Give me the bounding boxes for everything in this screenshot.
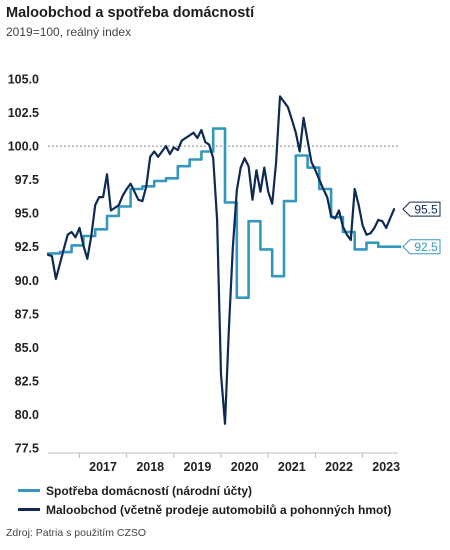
legend-label-consumption: Spotřeba domácností (národní účty) <box>46 483 253 498</box>
end-label-retail-box <box>402 201 441 217</box>
legend: Spotřeba domácností (národní účty) Maloo… <box>18 481 391 519</box>
y-tick-label: 102.5 <box>8 106 39 120</box>
end-label-consumption: 92.5 <box>414 240 438 254</box>
legend-item-consumption: Spotřeba domácností (národní účty) <box>18 481 391 500</box>
series-line-consumption <box>46 127 402 299</box>
legend-swatch-consumption <box>18 489 40 492</box>
legend-item-retail: Maloobchod (včetně prodeje automobilů a … <box>18 500 391 519</box>
x-tick-label: 2022 <box>325 460 353 474</box>
y-tick-label: 92.5 <box>15 240 39 254</box>
x-tick-label: 2018 <box>136 460 164 474</box>
x-tick-label: 2023 <box>372 460 400 474</box>
legend-swatch-retail <box>18 508 40 511</box>
y-tick-label: 82.5 <box>15 374 39 388</box>
y-tick-label: 77.5 <box>15 442 39 456</box>
x-tick-label: 2020 <box>231 460 259 474</box>
source-note: Zdroj: Patria s použitím CZSO <box>6 527 147 539</box>
series-line-retail <box>46 95 396 425</box>
y-tick-label: 85.0 <box>15 341 39 355</box>
line-chart: 105.0 102.5 100.0 97.5 95.0 92.5 90.0 87.5 85.0 8… <box>8 73 441 474</box>
end-label-retail: 95.5 <box>414 203 438 217</box>
x-tick-label: 2019 <box>184 460 212 474</box>
legend-label-retail: Maloobchod (včetně prodeje automobilů a … <box>46 502 392 517</box>
y-tick-label: 95.0 <box>15 207 39 221</box>
chart-title: Maloobchod a spotřeba domácností <box>6 5 255 21</box>
y-tick-label: 100.0 <box>8 140 39 154</box>
y-tick-label: 90.0 <box>15 274 39 288</box>
y-tick-label: 80.0 <box>15 408 39 422</box>
chart-subtitle: 2019=100, reálný index <box>6 25 132 39</box>
x-tick-label: 2017 <box>89 460 117 474</box>
x-tick-label: 2021 <box>278 460 306 474</box>
y-tick-label: 97.5 <box>15 173 39 187</box>
end-label-consumption-box <box>402 239 441 255</box>
y-tick-label: 87.5 <box>15 307 39 321</box>
y-tick-label: 105.0 <box>8 73 39 87</box>
